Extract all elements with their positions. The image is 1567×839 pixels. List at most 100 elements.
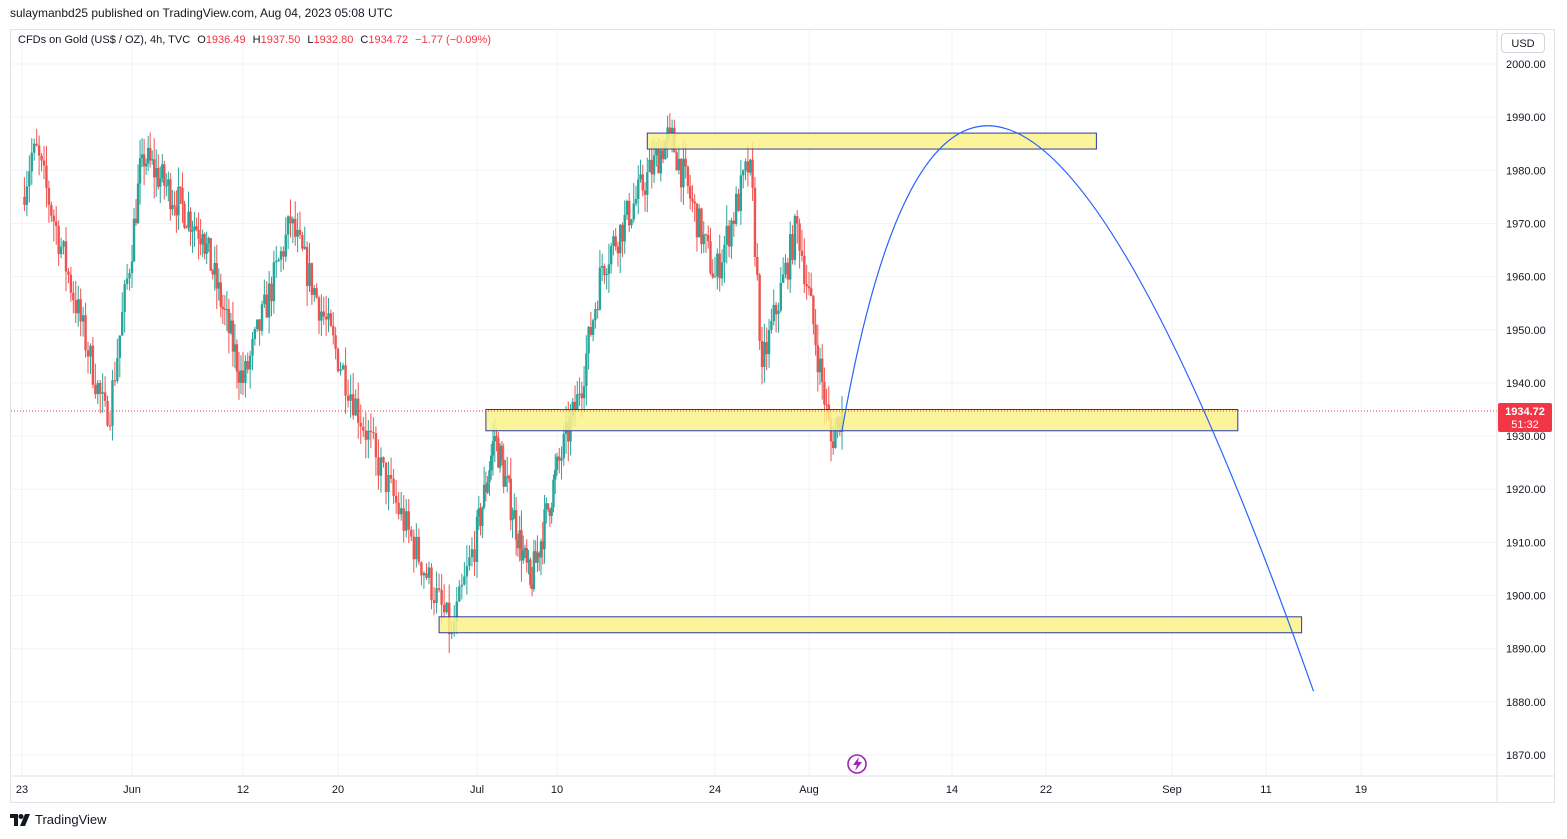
candle-body	[539, 541, 543, 558]
candle-body	[94, 384, 97, 395]
candle-body	[241, 370, 245, 383]
candle-body	[329, 313, 333, 326]
candle-body	[652, 155, 656, 175]
candle-body	[605, 274, 608, 276]
projection-path[interactable]	[841, 125, 1315, 692]
candle-body	[185, 227, 188, 229]
candle-body	[760, 340, 764, 367]
candle-body	[163, 164, 166, 186]
candle-body	[796, 216, 799, 224]
candle-body	[327, 313, 330, 320]
candle-body	[64, 241, 68, 272]
candle-body	[587, 326, 590, 354]
candle-body	[28, 171, 31, 187]
candle-body	[291, 218, 295, 224]
candle-body	[167, 179, 170, 186]
candle-body	[707, 234, 710, 242]
candle-body	[136, 183, 140, 224]
candle-body	[609, 246, 613, 265]
candle-body	[625, 200, 629, 215]
candle-body	[45, 165, 48, 188]
tradingview-logo[interactable]: TradingView	[10, 812, 107, 827]
candle-body	[81, 315, 85, 322]
candle-body	[57, 226, 60, 255]
candle-body	[389, 474, 393, 479]
candle-body	[169, 179, 172, 210]
brand-name: TradingView	[35, 812, 107, 827]
candle-body	[482, 484, 486, 508]
candle-body	[695, 203, 699, 238]
price-zone-rect[interactable]	[646, 132, 1097, 150]
candle-body	[153, 159, 156, 178]
candle-body	[116, 357, 119, 381]
candle-body	[99, 382, 102, 394]
candle-body	[282, 251, 285, 257]
symbol-description[interactable]: CFDs on Gold (US$ / OZ), 4h, TVC	[18, 34, 191, 46]
candle-body	[541, 541, 544, 550]
candle-body	[267, 283, 271, 318]
candle-body	[734, 193, 738, 224]
candle-body	[520, 530, 523, 561]
price-tick-label: 1980.00	[1506, 165, 1546, 177]
candle-body	[502, 459, 505, 487]
candle-body	[203, 234, 206, 254]
candle-body	[784, 262, 787, 275]
candle-body	[279, 251, 283, 260]
candle-body	[688, 186, 692, 199]
candle-body	[35, 143, 38, 146]
candle-body	[479, 508, 482, 526]
candle-body	[315, 288, 318, 298]
currency-button[interactable]: USD	[1501, 33, 1545, 53]
candle-body	[334, 335, 337, 349]
candle-body	[103, 392, 107, 401]
price-zone-rect[interactable]	[485, 409, 1239, 432]
price-tag-value: 1934.72	[1505, 406, 1545, 418]
candle-body	[175, 206, 178, 216]
candle-body	[616, 246, 620, 254]
price-tick-label: 1930.00	[1506, 431, 1546, 443]
candle-body	[491, 441, 495, 456]
candle-body	[727, 225, 731, 247]
candle-body	[774, 304, 778, 315]
candle-body	[130, 261, 134, 274]
price-tick-label: 1940.00	[1506, 378, 1546, 390]
lightning-icon[interactable]	[847, 754, 867, 774]
candle-body	[637, 179, 640, 199]
candle-body	[157, 168, 160, 187]
candle-body	[834, 428, 837, 449]
candle-body	[199, 238, 202, 245]
candle-body	[89, 345, 92, 357]
candle-body	[173, 205, 176, 207]
candle-body	[500, 445, 504, 460]
candle-body	[751, 159, 754, 188]
candle-body	[550, 507, 553, 516]
candle-body	[399, 508, 403, 515]
candle-body	[159, 178, 162, 187]
candle-body	[711, 273, 714, 278]
candle-body	[440, 589, 443, 605]
candle-body	[298, 229, 302, 236]
candle-body	[823, 381, 826, 405]
candle-body	[37, 145, 41, 156]
candle-body	[720, 262, 724, 279]
candle-body	[643, 190, 647, 195]
candle-body	[810, 288, 813, 297]
candle-body	[305, 246, 309, 286]
candle-body	[420, 562, 423, 576]
candle-body	[341, 365, 345, 370]
price-zone-rect[interactable]	[438, 616, 1303, 634]
tradingview-icon	[10, 813, 30, 826]
candle-body	[367, 430, 370, 440]
candle-body	[79, 299, 82, 322]
time-tick-label: 23	[16, 784, 28, 796]
close-value: 1934.72	[368, 34, 409, 46]
candle-body	[193, 226, 196, 231]
candle-body	[614, 236, 617, 247]
candle-body	[716, 253, 719, 277]
candle-body	[23, 196, 26, 205]
candle-body	[225, 309, 229, 311]
candle-body	[598, 267, 602, 310]
candle-body	[289, 216, 292, 224]
ohlc-legend: CFDs on Gold (US$ / OZ), 4h, TVC O1936.4…	[18, 34, 491, 46]
